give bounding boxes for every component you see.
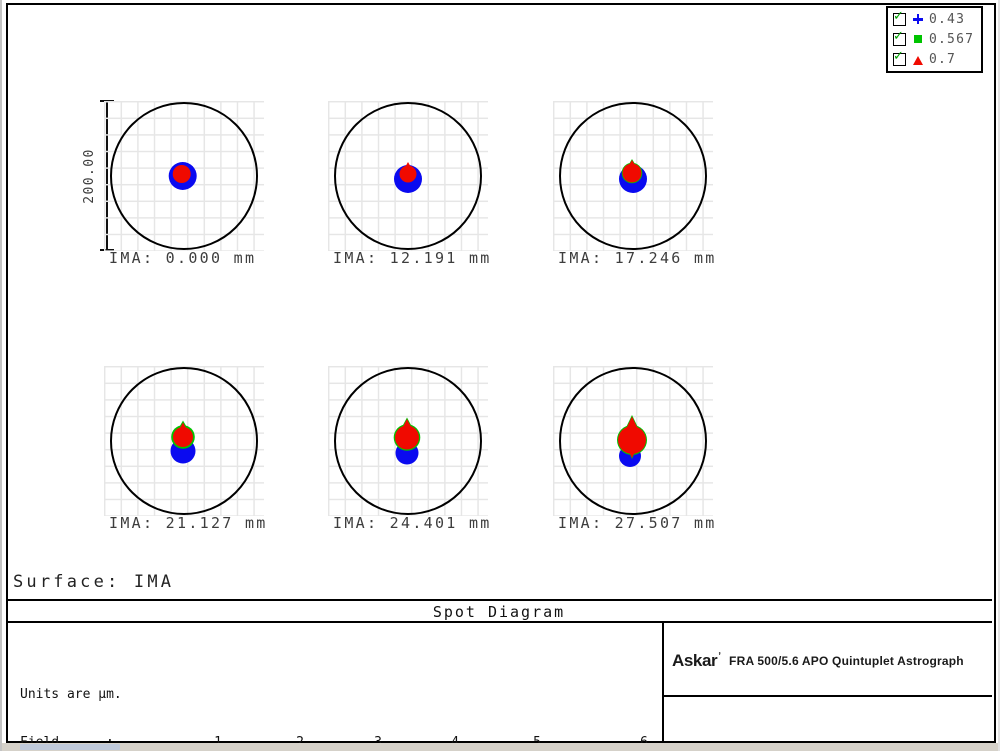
ima-position-label: IMA: 17.246 mm <box>558 249 717 267</box>
airy-circle <box>334 367 482 515</box>
legend-label: 0.43 <box>929 11 966 27</box>
spot-panel-field-4: IMA: 21.127 mm <box>100 357 268 617</box>
spot-panel-field-1: IMA: 0.000 mm <box>100 92 268 352</box>
spot-panel-field-3: IMA: 17.246 mm <box>549 92 717 352</box>
surface-label: Surface: IMA <box>13 572 175 592</box>
legend-label: 0.7 <box>929 52 957 68</box>
cell: 4 <box>382 735 459 751</box>
triangle-marker-icon <box>912 54 924 66</box>
legend-item-0.567[interactable]: ✓ 0.567 <box>893 29 981 49</box>
askar-logo: Askar <box>672 651 718 670</box>
ima-position-label: IMA: 0.000 mm <box>109 249 257 267</box>
units-text: Units are µm. <box>20 687 122 702</box>
spot-cluster <box>393 417 421 465</box>
cell: 3 <box>304 735 382 751</box>
units-row: Units are µm. <box>20 687 660 703</box>
row-colon: : <box>106 735 116 751</box>
plot-title: Spot Diagram <box>432 603 566 621</box>
branding-box: Askar ʼ FRA 500/5.6 APO Quintuplet Astro… <box>672 651 964 671</box>
ima-position-label: IMA: 27.507 mm <box>558 514 717 532</box>
legend-item-0.7[interactable]: ✓ 0.7 <box>893 49 981 70</box>
wavelength-legend: ✓ 0.43 ✓ 0.567 ✓ 0.7 <box>886 6 983 73</box>
askar-logo-mark: ʼ <box>718 650 722 662</box>
checkbox-icon[interactable]: ✓ <box>893 49 906 67</box>
checkbox-icon[interactable]: ✓ <box>893 9 906 26</box>
check-icon: ✓ <box>893 8 904 24</box>
ima-position-label: IMA: 24.401 mm <box>333 514 492 532</box>
checkbox-icon[interactable]: ✓ <box>893 29 906 46</box>
airy-circle <box>559 367 707 515</box>
airy-circle <box>110 102 258 250</box>
check-icon: ✓ <box>893 28 904 44</box>
ima-position-label: IMA: 12.191 mm <box>333 249 492 267</box>
spot-panel-field-6: IMA: 27.507 mm <box>549 357 717 617</box>
ima-position-label: IMA: 21.127 mm <box>109 514 268 532</box>
product-name: FRA 500/5.6 APO Quintuplet Astrograph <box>729 654 964 668</box>
spot-cluster <box>394 162 422 193</box>
window-right-edge <box>998 0 1000 751</box>
check-icon: ✓ <box>893 49 904 65</box>
square-marker-icon <box>912 33 924 45</box>
branding-box-divider <box>662 695 992 697</box>
airy-circle <box>559 102 707 250</box>
divider-line <box>6 599 992 601</box>
horizontal-scrollbar[interactable] <box>2 743 998 751</box>
spot-cluster <box>170 420 196 464</box>
airy-circle <box>334 102 482 250</box>
scale-bar-label: 200.00 <box>82 148 97 204</box>
cell: 6 <box>541 735 648 751</box>
cell: 5 <box>459 735 541 751</box>
cell: 1 <box>116 735 222 751</box>
spot-cluster <box>168 162 197 190</box>
legend-item-0.43[interactable]: ✓ 0.43 <box>893 9 981 29</box>
table-branding-divider <box>662 621 664 741</box>
spot-panel-field-2: IMA: 12.191 mm <box>324 92 492 352</box>
spot-data-table: Units are µm. Field:123456 RMS radius:6.… <box>20 655 660 751</box>
cell: 2 <box>222 735 304 751</box>
window-left-edge <box>0 0 2 751</box>
airy-circle <box>110 367 258 515</box>
spot-cluster <box>619 159 647 193</box>
legend-label: 0.567 <box>929 31 975 47</box>
spot-cluster <box>617 415 647 467</box>
divider-line <box>6 621 992 623</box>
spot-panel-field-5: IMA: 24.401 mm <box>324 357 492 617</box>
plus-marker-icon <box>912 13 924 25</box>
scrollbar-thumb[interactable] <box>20 744 120 750</box>
